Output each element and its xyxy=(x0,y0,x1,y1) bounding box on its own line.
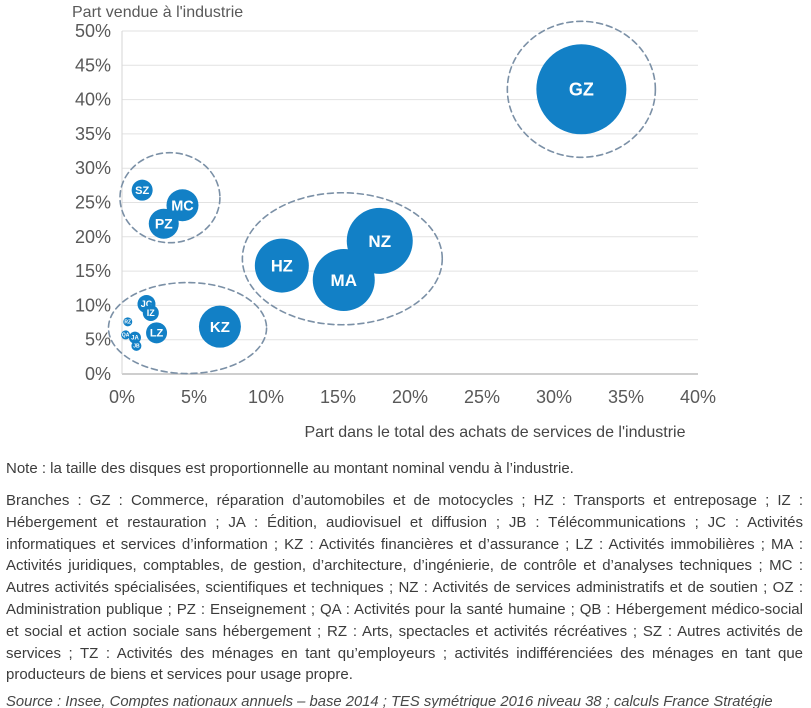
y-tick-label-15: 15% xyxy=(75,261,111,281)
bubble-label-KZ: KZ xyxy=(210,319,230,336)
group-outline-cluster-sz-mc-pz xyxy=(119,151,221,244)
x-tick-label-5: 5% xyxy=(181,387,207,407)
bubble-label-GZ: GZ xyxy=(569,80,594,100)
bubble-KZ xyxy=(198,305,241,348)
x-axis-label: Part dans le total des achats de service… xyxy=(304,424,685,441)
x-tick-label-25: 25% xyxy=(464,387,500,407)
bubble-JA xyxy=(128,331,141,344)
bubble-MA xyxy=(312,249,375,312)
group-outline-cluster-gz xyxy=(506,20,657,159)
x-tick-label-40: 40% xyxy=(680,387,716,407)
group-outline-cluster-small-lower-left xyxy=(107,281,268,375)
bubble-label-LZ: LZ xyxy=(150,328,164,340)
x-tick-label-35: 35% xyxy=(608,387,644,407)
bubble-label-MA: MA xyxy=(331,271,357,290)
bubble-QA xyxy=(121,330,131,340)
bubble-label-SZ: SZ xyxy=(135,185,149,197)
bubble-label-QA: QA xyxy=(122,333,130,339)
x-tick-label-30: 30% xyxy=(536,387,572,407)
bubble-label-MC: MC xyxy=(171,198,194,214)
chart-area: 0% 5% 10% 15% 20% 25% 30% 35% 40% 45% 50% 0% 5% 10% 15… xyxy=(72,4,716,441)
note-text: Note : la taille des disques est proport… xyxy=(6,460,574,477)
caption-block: Note : la taille des disques est proport… xyxy=(0,459,811,708)
bubble-LZ xyxy=(146,322,168,344)
bubble-label-JC: JC xyxy=(141,299,153,309)
y-tick-label-45: 45% xyxy=(75,55,111,75)
bubble-RZ xyxy=(123,317,133,327)
y-tick-label-0: 0% xyxy=(85,364,111,384)
group-outline-cluster-hz-ma-nz xyxy=(241,191,444,326)
bubble-label-JA: JA xyxy=(131,336,139,342)
bubble-HZ xyxy=(254,238,309,293)
branches-text: Branches : GZ : Commerce, réparation d’a… xyxy=(6,492,803,684)
y-tick-label-10: 10% xyxy=(75,295,111,315)
bubble-PZ xyxy=(148,208,179,239)
bubble-SZ xyxy=(131,179,153,201)
bubble-MC xyxy=(166,189,199,222)
y-tick-label-25: 25% xyxy=(75,193,111,213)
bubble-IZ xyxy=(142,304,159,321)
bubble-label-NZ: NZ xyxy=(368,232,391,251)
bubble-chart: 0% 5% 10% 15% 20% 25% 30% 35% 40% 45% 50% 0% 5% 10% 15… xyxy=(72,4,716,441)
y-tick-label-40: 40% xyxy=(75,90,111,110)
x-tick-label-0: 0% xyxy=(109,387,135,407)
bubble-label-JB: JB xyxy=(133,344,140,350)
bubble-label-RZ: RZ xyxy=(124,320,131,326)
x-tick-label-20: 20% xyxy=(392,387,428,407)
bubble-label-PZ: PZ xyxy=(155,216,173,232)
x-tick-label-15: 15% xyxy=(320,387,356,407)
bubble-JB xyxy=(131,340,142,351)
bubble-GZ xyxy=(536,44,627,135)
y-axis-title: Part vendue à l'industrie xyxy=(72,4,243,21)
y-tick-label-35: 35% xyxy=(75,124,111,144)
x-tick-label-10: 10% xyxy=(248,387,284,407)
y-tick-label-5: 5% xyxy=(85,330,111,350)
source-text: Source : Insee, Comptes nationaux annuel… xyxy=(6,694,773,708)
bubble-label-HZ: HZ xyxy=(271,257,293,275)
bubble-label-IZ: IZ xyxy=(147,308,156,318)
y-tick-label-20: 20% xyxy=(75,227,111,247)
y-tick-label-50: 50% xyxy=(75,21,111,41)
y-tick-label-30: 30% xyxy=(75,158,111,178)
